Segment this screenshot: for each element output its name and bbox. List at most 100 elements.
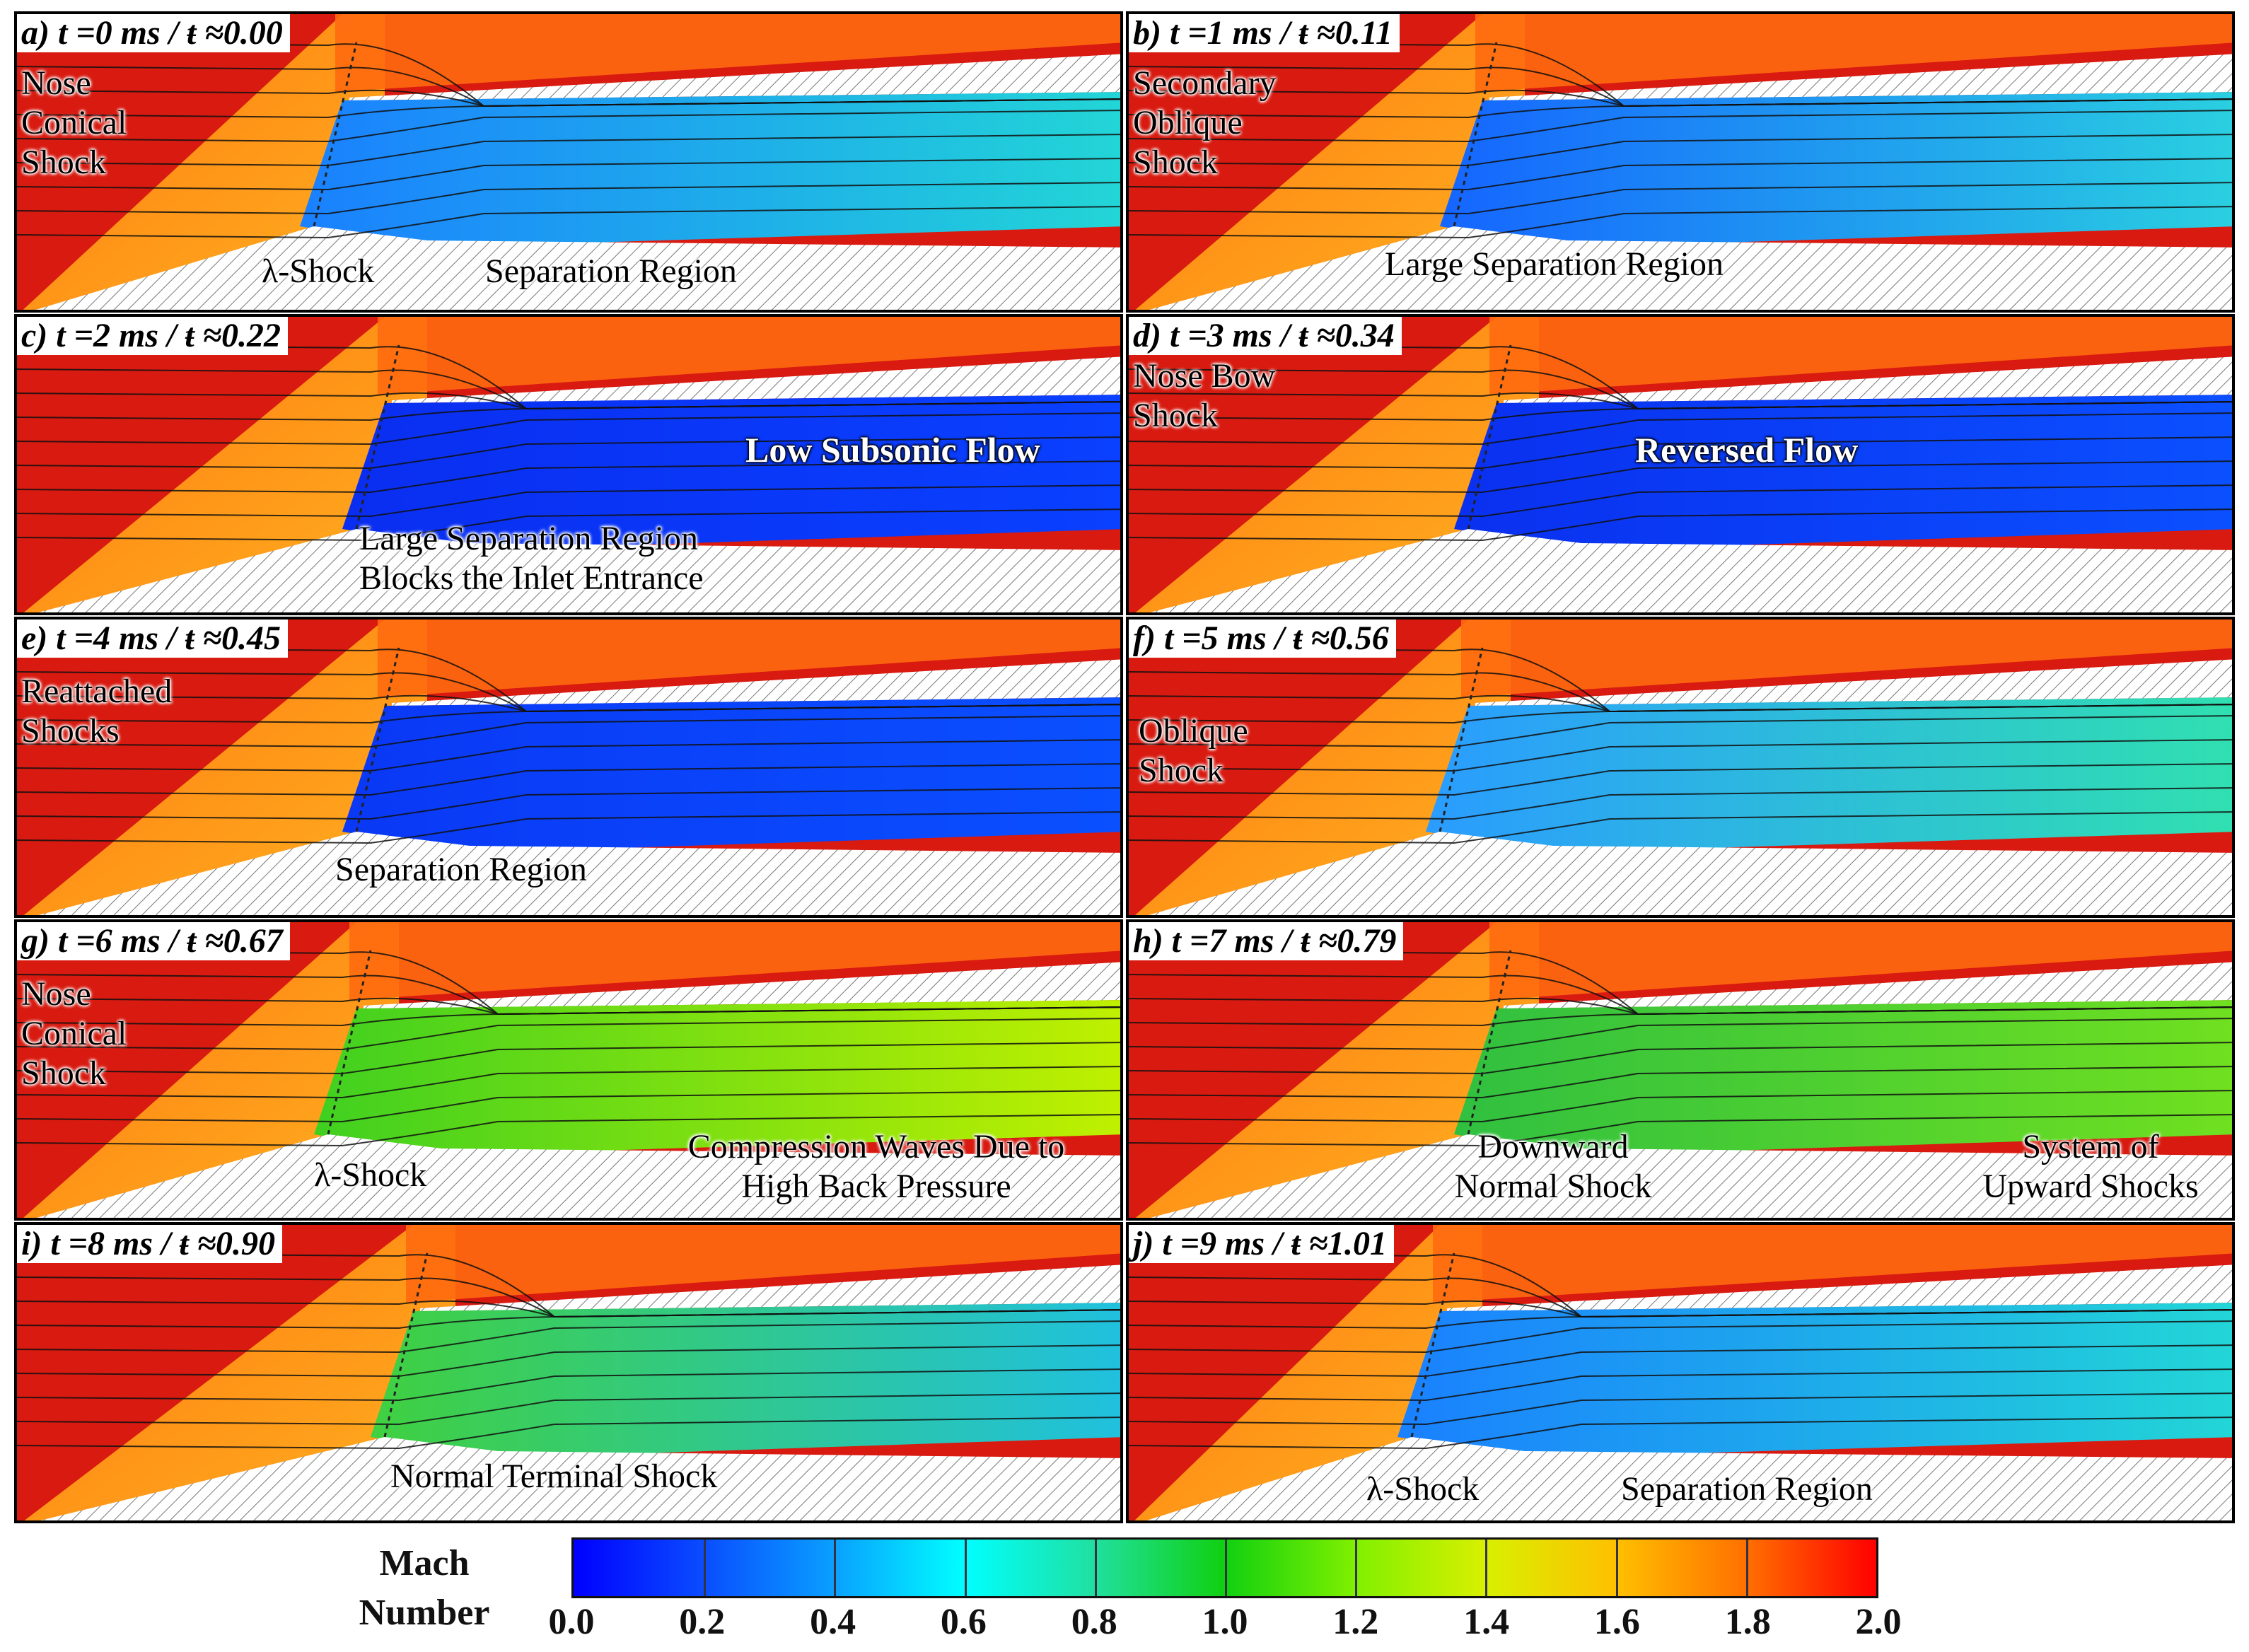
shock-line — [1439, 647, 1484, 832]
streamline — [17, 182, 1120, 215]
colorbar-tick-label: 0.2 — [679, 1602, 726, 1642]
cowl-wall — [392, 356, 1120, 403]
streamline — [1129, 344, 2232, 410]
external-flow-region — [378, 317, 1120, 395]
streamline — [17, 1276, 1120, 1318]
streamline — [1129, 89, 2232, 107]
panel-e: e) t =4 ms / ŧ ≈0.45 Reattached Shocks S… — [14, 617, 1123, 918]
annotation: Blocks the Inlet Entrance — [359, 559, 704, 597]
streamline — [1129, 1066, 2232, 1099]
colorbar-legend: Mach Number 0.0 0.2 0.4 0.6 0.8 1.0 1.2 1.4 1.6 1… — [0, 1528, 2249, 1652]
cowl-wall — [349, 54, 1120, 100]
centerbody-wall — [1149, 226, 2232, 310]
external-flow-region — [1461, 620, 2232, 697]
colorbar-tick-label: 1.0 — [1202, 1602, 1248, 1642]
annotation: Large Separation Region — [1385, 245, 1724, 283]
shock-line — [1467, 344, 1512, 530]
panel-b-label: b) t =1 ms / ŧ ≈0.11 — [1129, 14, 1400, 52]
streamline — [17, 1392, 1120, 1426]
streamline — [17, 997, 1120, 1016]
streamline — [1129, 997, 2232, 1016]
external-flow-region — [378, 620, 1120, 697]
streamline — [1129, 950, 2232, 1016]
annotation: Secondary — [1133, 64, 1277, 102]
panel-d: d) t =3 ms / ŧ ≈0.34 Nose Bow Shock Reve… — [1126, 314, 2235, 615]
annotation: Nose Bow — [1133, 357, 1276, 395]
annotation: Reversed Flow — [1635, 430, 1859, 470]
streamline — [17, 1344, 1120, 1378]
streamline — [1129, 182, 2232, 215]
streamline — [1129, 412, 2232, 446]
streamline — [1129, 974, 2232, 1016]
streamline — [17, 412, 1120, 446]
streamline — [1129, 1300, 2232, 1318]
streamline — [17, 368, 1120, 410]
streamline — [17, 1300, 1120, 1318]
streamline — [17, 1368, 1120, 1402]
annotation: Shock — [1133, 397, 1218, 434]
annotation: Large Separation Region — [359, 520, 698, 557]
streamline — [17, 89, 1120, 107]
streamline — [1129, 739, 2232, 772]
streamline — [1129, 1320, 2232, 1354]
panel-g-field — [17, 922, 1120, 1218]
annotation: Normal Terminal Shock — [390, 1458, 718, 1495]
streamline — [1129, 392, 2232, 410]
panel-b-field — [1129, 14, 2232, 310]
centerbody-wall — [35, 226, 1120, 310]
streamline — [1129, 110, 2232, 143]
annotation: Low Subsonic Flow — [745, 430, 1040, 470]
streamline — [17, 950, 1120, 1016]
panel-a-field — [17, 14, 1120, 310]
streamline — [17, 739, 1120, 772]
streamline — [17, 158, 1120, 191]
colorbar-divider — [1485, 1540, 1488, 1596]
streamline — [1129, 206, 2232, 239]
streamline — [1129, 1276, 2232, 1318]
streamline — [1129, 763, 2232, 796]
streamline — [1129, 1090, 2232, 1123]
centerbody-wall — [1148, 832, 2232, 915]
colorbar-title-line1: Mach — [379, 1543, 470, 1583]
colorbar-divider — [1094, 1540, 1097, 1596]
annotation: Upward Shocks — [1982, 1168, 2199, 1205]
panel-j-label: j) t =9 ms / ŧ ≈1.01 — [1129, 1225, 1395, 1263]
shock-line — [327, 950, 372, 1135]
streamline — [17, 508, 1120, 542]
annotation: Separation Region — [485, 252, 737, 290]
colorbar-divider — [834, 1540, 837, 1596]
panel-i-field — [17, 1225, 1120, 1520]
colorbar-divider — [1355, 1540, 1358, 1596]
panel-j-field — [1129, 1225, 2232, 1520]
streamline — [17, 392, 1120, 410]
streamline — [17, 436, 1120, 470]
streamline — [1129, 647, 2232, 713]
colorbar — [571, 1537, 1878, 1598]
annotation: Shock — [21, 1054, 106, 1092]
panel-h-field — [1129, 922, 2232, 1218]
streamline — [17, 1090, 1120, 1123]
annotation: Separation Region — [1621, 1470, 1873, 1508]
panel-b: b) t =1 ms / ŧ ≈0.11 Secondary Oblique S… — [1126, 11, 2235, 313]
external-flow-region — [1489, 922, 2232, 1000]
annotation: Shock — [21, 144, 106, 181]
panel-h-label: h) t =7 ms / ŧ ≈0.79 — [1129, 922, 1404, 960]
colorbar-tick-label: 1.2 — [1332, 1602, 1379, 1642]
annotation: System of — [2022, 1128, 2159, 1165]
external-flow-region — [349, 922, 1120, 1000]
annotation: Conical — [21, 104, 127, 141]
streamline — [1129, 460, 2232, 494]
streamline — [17, 1042, 1120, 1075]
streamline — [1129, 368, 2232, 410]
cowl-wall — [1489, 54, 2232, 100]
streamline — [17, 460, 1120, 494]
centerbody-wall — [40, 1437, 1120, 1520]
annotation: Shock — [1139, 752, 1224, 789]
panel-i-label: i) t =8 ms / ŧ ≈0.90 — [17, 1225, 283, 1263]
streamline — [1129, 1368, 2232, 1402]
annotation: λ-Shock — [1366, 1470, 1480, 1508]
streamline — [1129, 1042, 2232, 1075]
streamline — [1129, 694, 2232, 713]
cowl-wall — [420, 1264, 1120, 1311]
colorbar-divider — [1745, 1540, 1748, 1596]
